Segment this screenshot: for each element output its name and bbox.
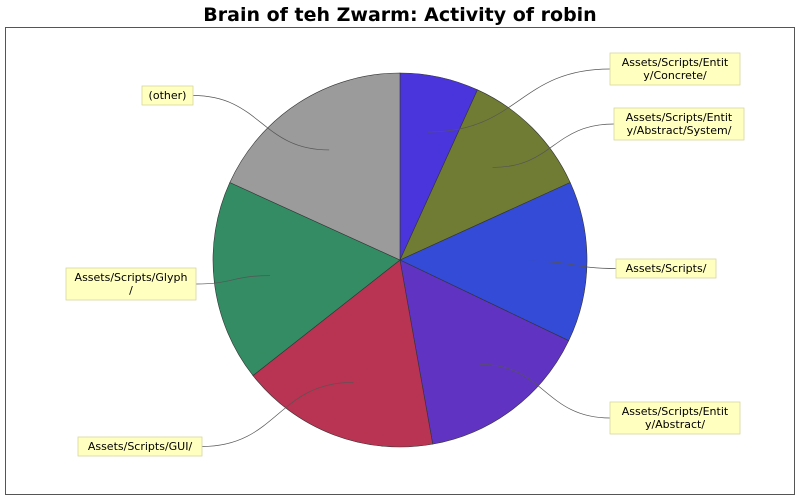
slice-label-box-4: [609, 401, 741, 435]
leader-line-6: [195, 275, 271, 285]
slice-labels: Assets/Scripts/Entity/Concrete/Assets/Sc…: [65, 52, 745, 457]
slice-label-line: /: [129, 284, 133, 297]
label-leader-lines: [192, 68, 617, 447]
pie-slice-5: [252, 259, 434, 448]
pie-slice-7: [229, 72, 401, 261]
slice-label-line: Assets/Scripts/Glyph: [75, 271, 188, 284]
slice-label-line: Assets/Scripts/: [626, 262, 707, 275]
slice-label-line: y/Abstract/System/: [627, 124, 732, 137]
leader-line-7: [192, 95, 330, 151]
slice-label-5: Assets/Scripts/GUI/: [77, 436, 203, 457]
leader-line-1: [427, 68, 611, 133]
slice-label-line: Assets/Scripts/Entit: [622, 405, 729, 418]
slice-label-box-2: [613, 107, 745, 141]
slice-label-line: y/Abstract/: [645, 418, 705, 431]
slice-label-line: Assets/Scripts/Entit: [626, 111, 733, 124]
pie-slice-6: [212, 182, 401, 376]
slice-label-box-6: [65, 267, 197, 301]
chart-title: Brain of teh Zwarm: Activity of robin: [203, 4, 596, 26]
leader-line-5: [201, 381, 354, 447]
slice-label-line: y/Concrete/: [643, 69, 707, 82]
pie-slice-3: [399, 182, 588, 342]
slice-label-line: (other): [149, 89, 187, 102]
slice-label-box-7: [141, 85, 194, 106]
slice-label-3: Assets/Scripts/: [615, 258, 717, 279]
slice-label-6: Assets/Scripts/Glyph/: [65, 267, 197, 301]
leader-line-4: [479, 363, 611, 419]
slice-label-box-3: [615, 258, 717, 279]
pie-slices: [212, 72, 588, 448]
slice-label-box-1: [609, 52, 741, 86]
pie-slice-4: [399, 259, 570, 445]
slice-label-line: Assets/Scripts/GUI/: [88, 440, 193, 453]
slice-label-7: (other): [141, 85, 194, 106]
slice-label-box-5: [77, 436, 203, 457]
leader-line-2: [492, 123, 615, 168]
pie-slice-2: [399, 89, 571, 261]
leader-line-3: [530, 260, 617, 269]
slice-label-line: Assets/Scripts/Entit: [622, 56, 729, 69]
